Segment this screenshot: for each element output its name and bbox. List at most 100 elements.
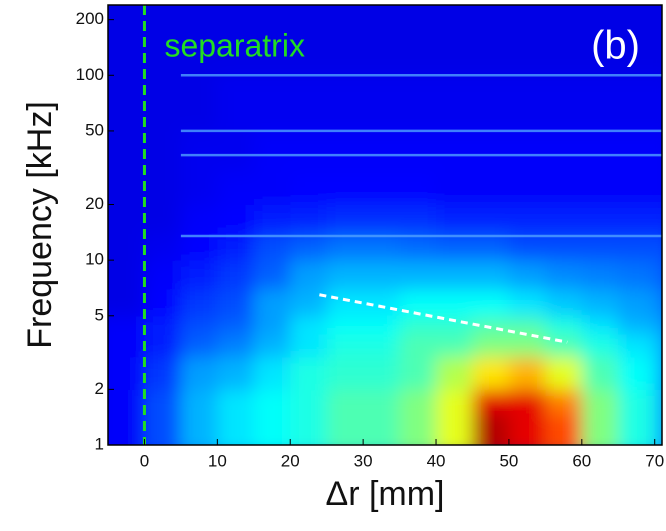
heat-cell bbox=[545, 171, 583, 205]
heat-cell bbox=[144, 75, 182, 132]
overlay bbox=[142, 5, 662, 445]
heat-cell bbox=[654, 260, 662, 290]
heat-cell bbox=[472, 333, 510, 358]
heat-cell bbox=[618, 204, 656, 234]
heat-cell bbox=[581, 412, 619, 445]
heat-cell bbox=[618, 130, 656, 173]
heat-cell bbox=[618, 315, 656, 335]
heat-cell bbox=[290, 333, 328, 358]
heat-cell bbox=[399, 356, 437, 390]
heat-cell bbox=[108, 288, 145, 317]
y-tick-label: 50 bbox=[85, 120, 104, 139]
panel-label: (b) bbox=[591, 24, 640, 68]
heat-cell bbox=[436, 204, 473, 234]
x-axis-label: Δr [mm] bbox=[325, 475, 444, 513]
heat-cell bbox=[108, 389, 145, 413]
heat-cell bbox=[618, 389, 656, 413]
y-tick-label: 10 bbox=[85, 250, 104, 269]
heat-cell bbox=[363, 333, 401, 358]
heat-cell bbox=[654, 356, 662, 390]
heat-cell bbox=[108, 171, 145, 205]
heat-cell bbox=[253, 356, 291, 390]
heat-cell bbox=[472, 204, 510, 234]
heat-cell bbox=[253, 75, 291, 132]
heat-cell bbox=[144, 333, 182, 358]
heat-cell bbox=[326, 260, 364, 290]
heat-cell bbox=[399, 315, 437, 335]
heat-cell bbox=[290, 288, 328, 317]
heat-cell bbox=[363, 356, 401, 390]
heat-cell bbox=[180, 233, 218, 261]
heat-cell bbox=[217, 171, 255, 205]
heat-cell bbox=[217, 204, 255, 234]
heat-cell bbox=[363, 233, 401, 261]
heat-cell bbox=[472, 130, 510, 173]
heat-cell bbox=[581, 130, 619, 173]
heat-cell bbox=[654, 171, 662, 205]
heatmap bbox=[108, 5, 662, 445]
heat-cell bbox=[581, 171, 619, 205]
heat-cell bbox=[508, 356, 546, 390]
heat-cell bbox=[436, 233, 473, 261]
heat-cell bbox=[436, 288, 473, 317]
heat-cell bbox=[144, 315, 182, 335]
x-tick-label: 50 bbox=[499, 451, 518, 470]
heat-cell bbox=[545, 389, 583, 413]
heat-cell bbox=[581, 75, 619, 132]
heat-cell bbox=[290, 130, 328, 173]
heat-cell bbox=[290, 389, 328, 413]
heat-cell bbox=[253, 171, 291, 205]
heat-cell bbox=[581, 288, 619, 317]
heat-cell bbox=[326, 333, 364, 358]
heat-cell bbox=[472, 288, 510, 317]
heat-cell bbox=[545, 75, 583, 132]
heat-cell bbox=[508, 389, 546, 413]
heat-cell bbox=[363, 204, 401, 234]
heat-cell bbox=[618, 333, 656, 358]
heat-cell bbox=[508, 260, 546, 290]
heat-cell bbox=[508, 233, 546, 261]
heat-cell bbox=[545, 204, 583, 234]
heat-cell bbox=[180, 130, 218, 173]
heat-cell bbox=[290, 204, 328, 234]
heat-cell bbox=[217, 130, 255, 173]
heat-cell bbox=[581, 315, 619, 335]
y-tick-label: 20 bbox=[85, 194, 104, 213]
heat-cell bbox=[581, 260, 619, 290]
heat-cell bbox=[290, 171, 328, 205]
heat-cell bbox=[654, 5, 662, 76]
heat-cell bbox=[472, 260, 510, 290]
heat-cell bbox=[144, 288, 182, 317]
y-tick-label: 2 bbox=[95, 379, 104, 398]
x-tick-label: 20 bbox=[281, 451, 300, 470]
heat-cell bbox=[217, 389, 255, 413]
heat-cell bbox=[545, 260, 583, 290]
heat-cell bbox=[217, 260, 255, 290]
heat-cell bbox=[363, 171, 401, 205]
heat-cell bbox=[326, 389, 364, 413]
heat-cell bbox=[290, 412, 328, 445]
heat-cell bbox=[180, 5, 218, 76]
heat-cell bbox=[253, 204, 291, 234]
heat-cell bbox=[290, 356, 328, 390]
heat-cell bbox=[108, 130, 145, 173]
heat-cell bbox=[436, 333, 473, 358]
heat-cell bbox=[217, 356, 255, 390]
heat-cell bbox=[363, 389, 401, 413]
heat-cell bbox=[545, 412, 583, 445]
y-tick-label: 1 bbox=[95, 434, 104, 453]
heat-cell bbox=[108, 356, 145, 390]
heat-cell bbox=[618, 75, 656, 132]
heat-cell bbox=[581, 356, 619, 390]
heat-cell bbox=[618, 288, 656, 317]
heat-cell bbox=[326, 356, 364, 390]
heat-cell bbox=[545, 356, 583, 390]
heat-cell bbox=[253, 333, 291, 358]
heat-cell bbox=[399, 130, 437, 173]
heat-cell bbox=[581, 5, 619, 76]
heat-cell bbox=[253, 233, 291, 261]
heat-cell bbox=[399, 75, 437, 132]
y-tick-label: 200 bbox=[76, 9, 104, 28]
heat-cell bbox=[144, 233, 182, 261]
heat-cell bbox=[581, 233, 619, 261]
